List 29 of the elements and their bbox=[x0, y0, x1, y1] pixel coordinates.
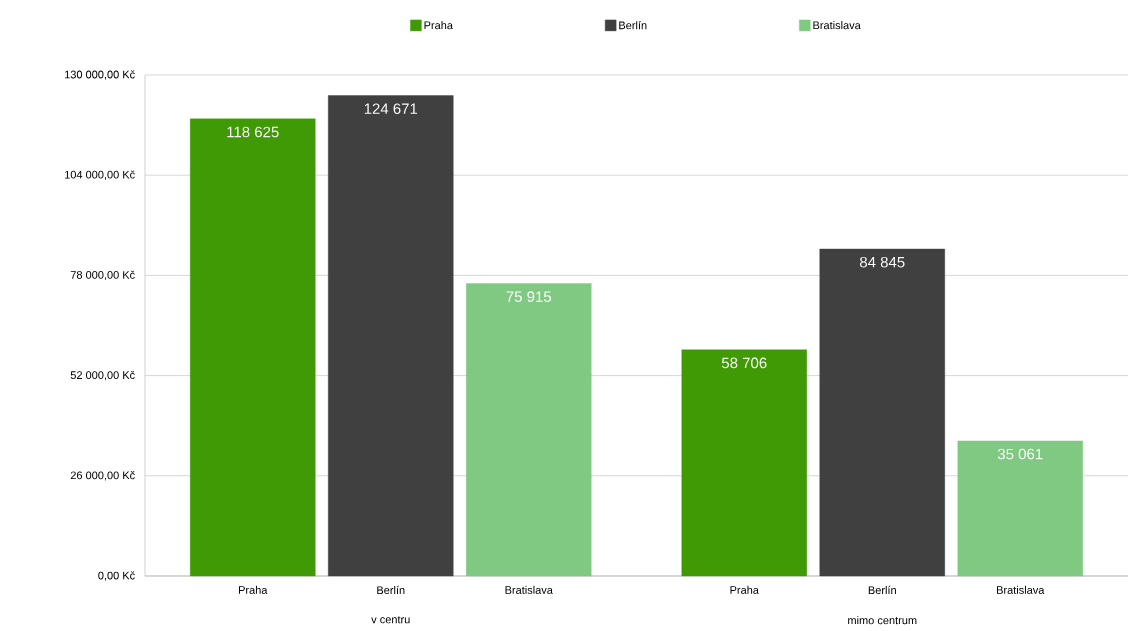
bar bbox=[466, 283, 592, 577]
data-label: 124 671 bbox=[364, 103, 418, 115]
text: Praha bbox=[238, 585, 268, 594]
data-label: 84 845 bbox=[859, 256, 905, 268]
y-tick-label: 78 000,00 Kč bbox=[70, 270, 135, 281]
bar bbox=[328, 95, 454, 577]
legend-label: Berlín bbox=[619, 21, 647, 30]
text: Bratislava bbox=[505, 585, 553, 594]
text: Bratislava bbox=[997, 585, 1045, 594]
text: Berlín bbox=[377, 585, 405, 595]
x-tick-label: mimo centrum bbox=[848, 616, 917, 625]
y-tick-label: 130 000,00 Kč bbox=[65, 70, 135, 80]
bar bbox=[190, 118, 316, 577]
bar bbox=[819, 248, 945, 577]
bar bbox=[957, 440, 1083, 577]
legend-label: Praha bbox=[424, 21, 453, 30]
data-label: 58 706 bbox=[721, 357, 767, 369]
data-label: 75 915 bbox=[506, 291, 552, 302]
y-tick-label: 104 000,00 Kč bbox=[65, 170, 135, 180]
x-tick-label: v centru bbox=[371, 616, 410, 624]
y-tick-label: 52 000,00 Kč bbox=[70, 370, 135, 381]
y-tick-label: 0,00 Kč bbox=[98, 571, 135, 581]
bar bbox=[681, 349, 807, 577]
data-label: 35 061 bbox=[997, 448, 1043, 460]
text: Berlín bbox=[868, 585, 896, 595]
legend-label: Bratislava bbox=[813, 21, 861, 30]
text: Praha bbox=[730, 585, 759, 594]
data-label: 118 625 bbox=[227, 126, 279, 138]
y-tick-label: 26 000,00 Kč bbox=[70, 471, 135, 481]
